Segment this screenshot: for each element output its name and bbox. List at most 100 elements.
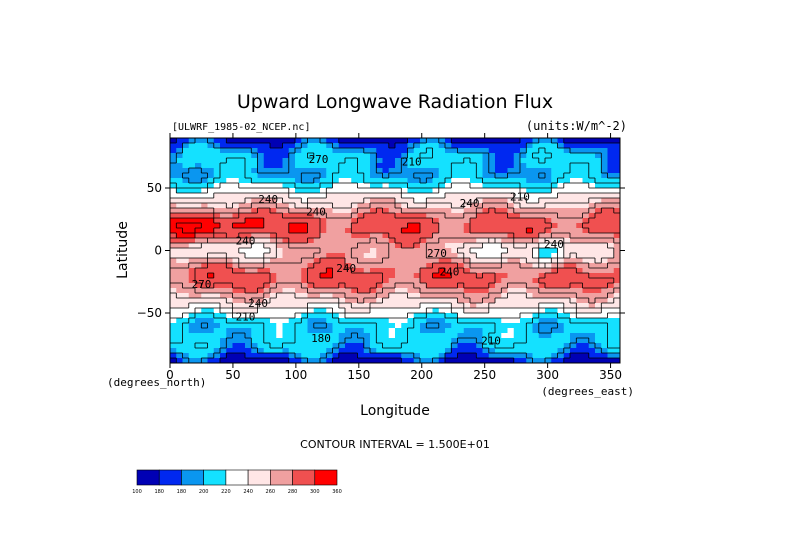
heatmap-cell <box>588 143 596 149</box>
heatmap-cell <box>276 283 283 289</box>
heatmap-cell <box>182 173 190 179</box>
contour-label: 210 <box>402 156 422 169</box>
heatmap-cell <box>388 263 396 269</box>
heatmap-cell <box>595 248 602 254</box>
heatmap-cell <box>176 303 183 309</box>
heatmap-cell <box>207 323 215 329</box>
heatmap-cell <box>207 333 215 339</box>
heatmap-cell <box>370 183 377 189</box>
heatmap-cell <box>526 318 533 324</box>
heatmap-cell <box>207 143 215 149</box>
heatmap-cell <box>307 143 315 149</box>
heatmap-cell <box>188 178 196 184</box>
heatmap-cell <box>613 283 621 289</box>
heatmap-cell <box>482 158 490 164</box>
heatmap-cell <box>613 348 621 354</box>
heatmap-cell <box>307 343 315 349</box>
heatmap-cell <box>588 178 596 184</box>
heatmap-cell <box>401 213 408 219</box>
heatmap-cell <box>438 148 446 154</box>
heatmap-cell <box>532 173 540 179</box>
heatmap-cell <box>451 148 458 154</box>
heatmap-cell <box>545 333 552 339</box>
heatmap-cell <box>482 263 490 269</box>
heatmap-cell <box>513 288 521 294</box>
heatmap-cell <box>213 243 221 249</box>
heatmap-cell <box>363 273 371 279</box>
heatmap-cell <box>495 333 502 339</box>
heatmap-cell <box>470 333 477 339</box>
heatmap-cell <box>463 208 471 214</box>
heatmap-cell <box>501 278 508 284</box>
heatmap-cell <box>451 188 458 194</box>
heatmap-cell <box>263 188 271 194</box>
heatmap-cell <box>457 353 465 359</box>
heatmap-cell <box>320 353 327 359</box>
heatmap-cell <box>338 278 346 284</box>
heatmap-cell <box>382 193 390 199</box>
heatmap-cell <box>357 148 365 154</box>
heatmap-cell <box>545 233 552 239</box>
heatmap-cell <box>588 183 596 189</box>
heatmap-cell <box>182 193 190 199</box>
heatmap-cell <box>195 138 202 144</box>
heatmap-cell <box>370 288 377 294</box>
heatmap-cell <box>595 258 602 264</box>
heatmap-cell <box>276 183 283 189</box>
heatmap-cell <box>326 148 333 154</box>
heatmap-cell <box>351 358 358 364</box>
heatmap-cell <box>482 358 490 364</box>
heatmap-cell <box>332 158 340 164</box>
heatmap-cell <box>501 138 508 144</box>
heatmap-cell <box>170 208 177 214</box>
heatmap-cell <box>263 248 271 254</box>
heatmap-cell <box>520 203 527 209</box>
heatmap-cell <box>332 338 340 344</box>
heatmap-cell <box>251 203 258 209</box>
heatmap-cell <box>413 223 421 229</box>
heatmap-cell <box>307 213 315 219</box>
heatmap-cell <box>476 308 483 314</box>
heatmap-cell <box>601 263 608 269</box>
heatmap-cell <box>495 183 502 189</box>
heatmap-cell <box>545 323 552 329</box>
heatmap-cell <box>307 163 315 169</box>
heatmap-cell <box>207 353 215 359</box>
heatmap-cell <box>432 353 440 359</box>
heatmap-cell <box>263 173 271 179</box>
heatmap-cell <box>520 158 527 164</box>
heatmap-cell <box>545 293 552 299</box>
heatmap-cell <box>201 358 208 364</box>
heatmap-cell <box>276 228 283 234</box>
heatmap-cell <box>301 248 308 254</box>
heatmap-cell <box>257 153 265 159</box>
heatmap-cell <box>270 328 277 334</box>
heatmap-cell <box>270 258 277 264</box>
heatmap-cell <box>338 328 346 334</box>
heatmap-cell <box>326 243 333 249</box>
heatmap-cell <box>582 273 590 279</box>
heatmap-cell <box>351 218 358 224</box>
heatmap-cell <box>532 138 540 144</box>
heatmap-cell <box>388 343 396 349</box>
heatmap-cell <box>501 348 508 354</box>
heatmap-cell <box>251 143 258 149</box>
heatmap-cell <box>513 233 521 239</box>
heatmap-cell <box>470 208 477 214</box>
heatmap-cell <box>338 283 346 289</box>
heatmap-cell <box>582 193 590 199</box>
heatmap-cell <box>438 298 446 304</box>
heatmap-cell <box>338 173 346 179</box>
heatmap-cell <box>188 273 196 279</box>
heatmap-cell <box>245 163 252 169</box>
heatmap-cell <box>170 148 177 154</box>
heatmap-cell <box>395 318 402 324</box>
heatmap-cell <box>570 348 577 354</box>
heatmap-cell <box>357 273 365 279</box>
heatmap-cell <box>438 263 446 269</box>
heatmap-cell <box>245 218 252 224</box>
heatmap-cell <box>545 278 552 284</box>
heatmap-cell <box>370 353 377 359</box>
heatmap-cell <box>538 358 546 364</box>
heatmap-cell <box>326 238 333 244</box>
